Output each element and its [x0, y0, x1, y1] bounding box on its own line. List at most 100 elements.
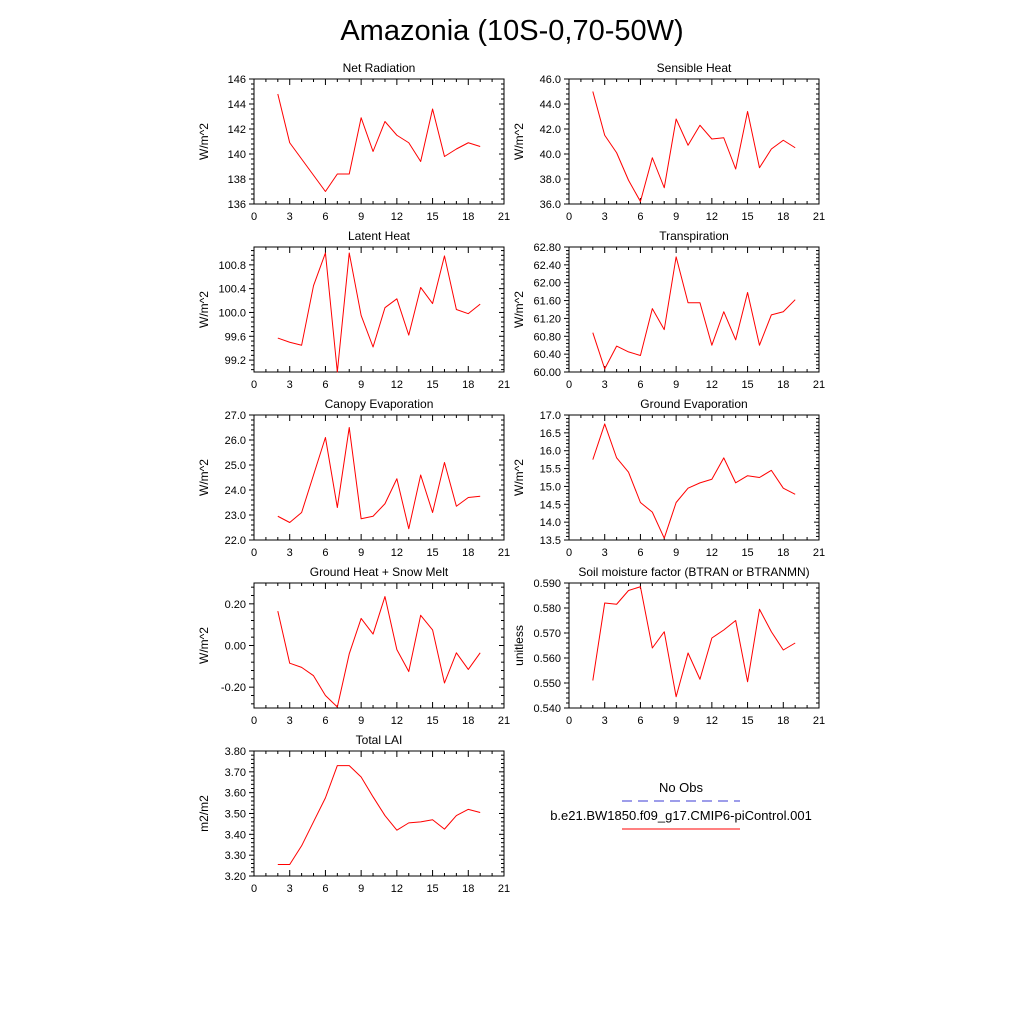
- y-tick-label: 144: [228, 99, 246, 111]
- y-axis-label: W/m^2: [512, 459, 526, 496]
- y-tick-label: -0.20: [221, 682, 246, 694]
- x-tick-label: 6: [322, 379, 328, 391]
- x-tick-label: 21: [813, 547, 825, 559]
- y-tick-label: 146: [228, 74, 246, 86]
- x-tick-label: 0: [566, 211, 572, 223]
- y-tick-label: 60.40: [533, 349, 561, 361]
- y-tick-label: 99.6: [225, 331, 246, 343]
- y-tick-label: 0.550: [533, 678, 561, 690]
- x-tick-label: 0: [251, 883, 257, 895]
- panel-net-radiation: Net Radiation W/m^2 0 3 6 9 12 15 18 21 136 138 140 1…: [197, 61, 510, 223]
- x-tick-label: 9: [673, 547, 679, 559]
- x-tick-label: 9: [358, 547, 364, 559]
- x-tick-label: 21: [498, 715, 510, 727]
- panel-title: Soil moisture factor (BTRAN or BTRANMN): [578, 565, 809, 579]
- x-tick-label: 21: [498, 379, 510, 391]
- x-tick-label: 12: [391, 379, 403, 391]
- y-tick-label: 62.40: [533, 260, 561, 272]
- panel-ground-evaporation: Ground Evaporation W/m^2 0 3 6 9 12 15 18 21 13.5 1…: [512, 397, 825, 559]
- y-tick-label: 61.20: [533, 313, 561, 325]
- panel-latent-heat: Latent Heat W/m^2 0 3 6 9 12 15 18 21 99.2 99.6 100.…: [197, 229, 510, 391]
- x-tick-label: 18: [462, 547, 474, 559]
- y-tick-label: 16.0: [540, 446, 561, 458]
- panel-title: Total LAI: [356, 733, 403, 747]
- y-tick-label: 23.0: [225, 510, 246, 522]
- x-tick-label: 0: [566, 379, 572, 391]
- y-tick-label: 61.60: [533, 296, 561, 308]
- y-tick-label: 142: [228, 124, 246, 136]
- series-line-soil-moisture-factor-btran-or-btranmn: [592, 586, 796, 698]
- x-tick-label: 0: [566, 715, 572, 727]
- series-line-sensible-heat: [592, 91, 796, 202]
- y-tick-label: 138: [228, 174, 246, 186]
- y-tick-label: 60.80: [533, 331, 561, 343]
- y-tick-label: 140: [228, 149, 246, 161]
- plot-frame: [568, 414, 820, 541]
- y-tick-label: 100.8: [218, 260, 246, 272]
- series-line-transpiration: [592, 256, 796, 370]
- y-tick-label: 3.60: [225, 788, 246, 800]
- plot-frame: [253, 414, 505, 541]
- y-tick-label: 3.70: [225, 767, 246, 779]
- x-tick-label: 6: [322, 547, 328, 559]
- x-tick-label: 0: [566, 547, 572, 559]
- series-line-net-radiation: [277, 93, 481, 192]
- y-tick-label: 16.5: [540, 428, 561, 440]
- x-tick-label: 6: [322, 883, 328, 895]
- x-tick-label: 18: [462, 883, 474, 895]
- x-tick-label: 9: [673, 379, 679, 391]
- x-tick-label: 15: [426, 547, 438, 559]
- x-tick-label: 15: [426, 379, 438, 391]
- x-tick-label: 15: [741, 547, 753, 559]
- x-tick-label: 9: [673, 211, 679, 223]
- y-tick-label: 15.5: [540, 464, 561, 476]
- x-tick-label: 21: [813, 211, 825, 223]
- figure-title: Amazonia (10S-0,70-50W): [340, 15, 683, 47]
- y-tick-label: 42.0: [540, 124, 561, 136]
- y-tick-label: 26.0: [225, 435, 246, 447]
- y-tick-label: 25.0: [225, 460, 246, 472]
- x-tick-label: 9: [358, 379, 364, 391]
- panel-title: Canopy Evaporation: [325, 397, 434, 411]
- panel-ground-heat-snow-melt: Ground Heat + Snow Melt W/m^2 0 3 6 9 12 15 18 21…: [197, 565, 510, 727]
- y-tick-label: 38.0: [540, 174, 561, 186]
- x-tick-label: 18: [777, 211, 789, 223]
- y-tick-label: 0.590: [533, 578, 561, 590]
- x-tick-label: 12: [391, 715, 403, 727]
- series-line-total-lai: [277, 765, 481, 866]
- y-tick-label: 44.0: [540, 99, 561, 111]
- series-line-latent-heat: [277, 252, 481, 373]
- x-tick-label: 15: [741, 715, 753, 727]
- y-tick-label: 62.00: [533, 278, 561, 290]
- x-tick-label: 0: [251, 211, 257, 223]
- y-axis-label: W/m^2: [197, 123, 211, 160]
- y-tick-label: 0.20: [225, 599, 246, 611]
- series-line-canopy-evaporation: [277, 427, 481, 530]
- y-axis-label: W/m^2: [197, 627, 211, 664]
- x-tick-label: 15: [426, 715, 438, 727]
- x-tick-label: 15: [741, 211, 753, 223]
- x-tick-label: 18: [462, 211, 474, 223]
- panels-container: Net Radiation W/m^2 0 3 6 9 12 15 18 21 136 138 140 1…: [197, 61, 825, 895]
- plot-frame: [253, 78, 505, 205]
- y-tick-label: 36.0: [540, 199, 561, 211]
- panel-canopy-evaporation: Canopy Evaporation W/m^2 0 3 6 9 12 15 18 21 22.0 2…: [197, 397, 510, 559]
- y-tick-label: 60.00: [533, 367, 561, 379]
- legend-label-no-obs: No Obs: [659, 780, 704, 795]
- panel-soil-moisture-factor-btran-or-btranmn: Soil moisture factor (BTRAN or BTRANMN) u…: [512, 565, 825, 727]
- x-tick-label: 6: [322, 211, 328, 223]
- x-tick-label: 3: [287, 715, 293, 727]
- y-tick-label: 3.30: [225, 850, 246, 862]
- x-tick-label: 12: [706, 547, 718, 559]
- x-tick-label: 18: [777, 715, 789, 727]
- x-tick-label: 15: [741, 379, 753, 391]
- x-tick-label: 3: [287, 883, 293, 895]
- y-tick-label: 0.540: [533, 703, 561, 715]
- y-tick-label: 14.0: [540, 517, 561, 529]
- x-tick-label: 21: [498, 547, 510, 559]
- x-tick-label: 21: [498, 883, 510, 895]
- x-tick-label: 0: [251, 547, 257, 559]
- panel-title: Ground Heat + Snow Melt: [310, 565, 449, 579]
- x-tick-label: 12: [391, 883, 403, 895]
